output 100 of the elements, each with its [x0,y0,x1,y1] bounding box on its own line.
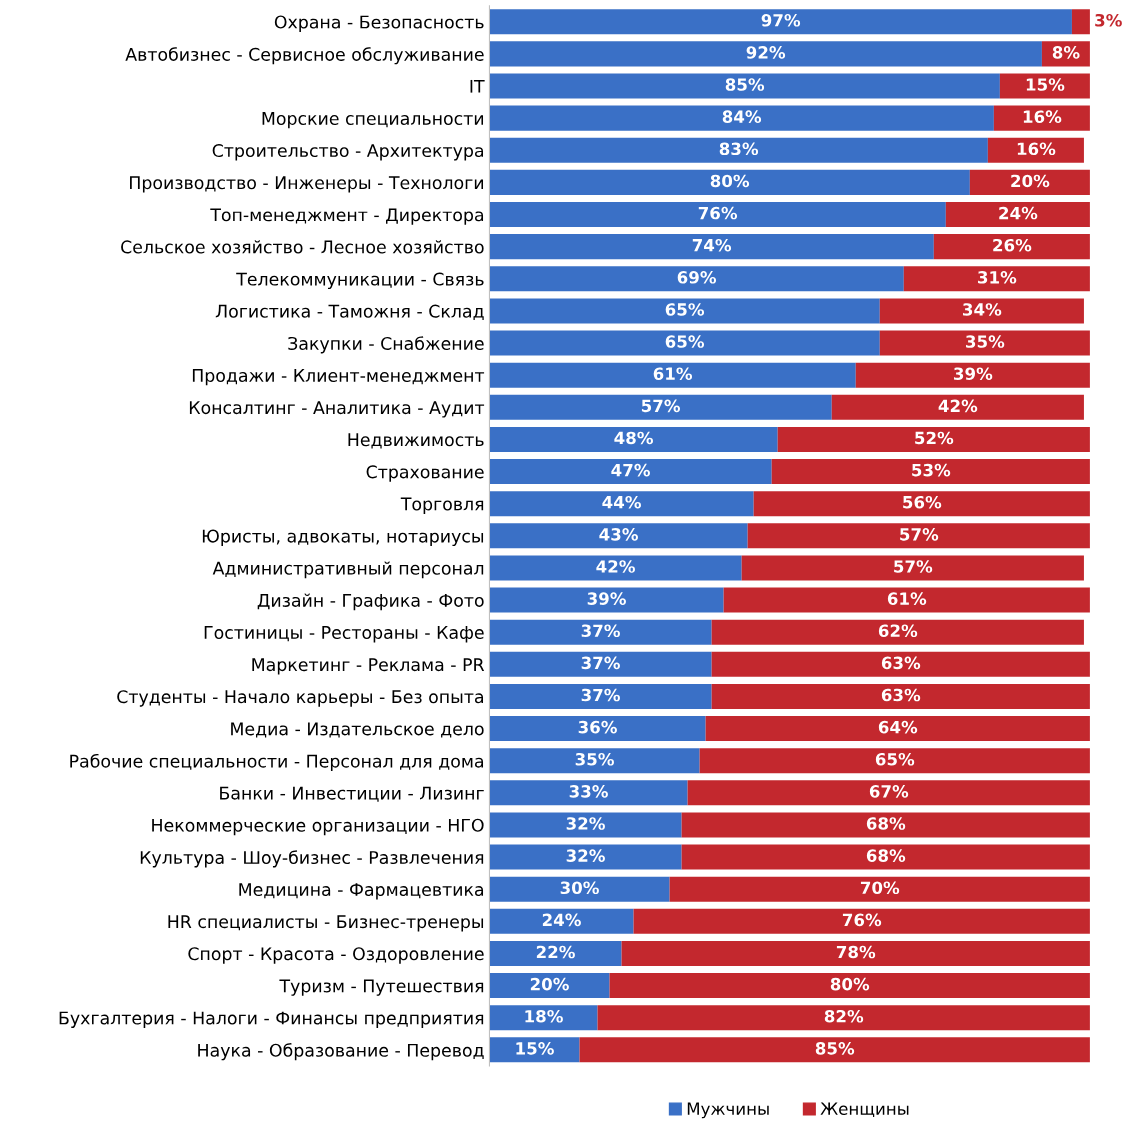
data-label: 20% [1011,174,1050,188]
data-label: 82% [824,1009,864,1023]
data-label: 76% [842,913,882,927]
bar [489,683,712,709]
bar [687,780,1090,806]
bar [489,780,688,806]
data-label: 30% [560,881,599,895]
bar [489,940,622,966]
legend-label: Мужчины [687,1102,769,1119]
y-tick-label: Некоммерческие организации - НГО [152,818,484,836]
data-label: 74% [692,238,732,252]
data-label: 47% [611,463,650,477]
bar [489,812,682,838]
data-label: 97% [761,13,801,27]
data-label: 85% [815,1042,855,1055]
bar [879,298,1084,324]
bar [681,812,1090,838]
data-label: 35% [966,335,1005,348]
y-tick-label: Морские специальности [262,112,484,129]
bar [489,137,988,163]
bar [489,587,724,613]
y-tick-label: Рабочие специальности - Персонал для дома [70,753,484,772]
bar [489,362,856,388]
bar [489,266,904,292]
data-label: 76% [698,206,738,220]
data-label: 65% [665,335,705,348]
data-label: 63% [881,656,921,670]
data-label: 36% [578,720,617,734]
data-label: 57% [641,399,681,413]
bar [747,523,1090,549]
data-label: 15% [1026,78,1065,91]
data-label: 61% [653,367,693,380]
data-label: 52% [915,431,954,445]
data-label: 37% [581,688,620,702]
y-tick-label: Дизайн - Графика - Фото [257,593,484,611]
bar [777,426,1090,452]
data-label: 48% [614,431,653,445]
y-tick-label: Туризм - Путешествия [279,979,484,996]
data-label: 24% [542,913,581,927]
y-tick-label: Охрана - Безопасность [274,15,484,32]
bar [969,169,1090,195]
y-tick-label: Производство - Инженеры - Технологи [130,176,484,193]
bar [489,394,832,420]
bar [579,1037,1090,1063]
data-label: 69% [677,271,717,284]
bar [903,266,1090,292]
bar [723,587,1090,613]
bar [489,426,778,452]
y-tick-label: Телекоммуникации - Связь [236,272,484,289]
bar [489,716,706,742]
bar [489,9,1072,35]
data-label: 57% [900,528,939,541]
bar [489,876,670,902]
bar [609,973,1090,999]
data-label: 63% [881,688,921,702]
data-label: 68% [866,849,906,862]
y-tick-label: Автобизнес - Сервисное обслуживание [125,47,484,65]
bar [489,459,772,485]
data-label: 57% [894,560,933,573]
data-label: 44% [602,495,641,509]
data-label: 70% [860,881,900,895]
data-label: 32% [566,817,605,830]
data-label: 15% [516,1042,554,1055]
data-label: 67% [869,785,909,798]
data-label: 68% [866,817,906,830]
data-label: 42% [938,399,978,413]
data-label: 42% [596,560,635,573]
data-label: 26% [993,238,1032,252]
data-label: 83% [719,142,759,156]
y-tick-label: Недвижимость [348,433,484,449]
data-label: 16% [1023,110,1062,123]
y-tick-label: IT [470,79,485,93]
bar [489,908,634,934]
bar [489,523,748,549]
y-tick-label: Гостиницы - Рестораны - Кафе [204,626,484,643]
bar [987,137,1084,163]
y-tick-label: Топ-менеджмент - Директора [210,208,484,225]
data-label: 37% [581,624,620,638]
legend-label: Женщины [820,1102,909,1118]
bar [993,105,1090,131]
bar [669,876,1090,902]
bar [831,394,1084,420]
bar [855,362,1090,388]
bar [771,459,1090,485]
y-tick-label: Маркетинг - Реклама - PR [252,658,485,675]
bar [489,73,1000,99]
bar [879,330,1090,356]
bar [633,908,1090,934]
bar [699,748,1090,774]
data-label: 43% [599,528,638,541]
bar [489,651,712,677]
bar [489,202,946,228]
bar [489,234,934,260]
bar [711,651,1090,677]
bar [753,491,1090,517]
y-tick-label: Логистика - Таможня - Склад [215,304,484,320]
data-label: 78% [836,945,876,959]
data-label: 65% [665,303,705,316]
y-tick-label: Консалтинг - Аналитика - Аудит [189,401,485,418]
bar [933,234,1090,260]
